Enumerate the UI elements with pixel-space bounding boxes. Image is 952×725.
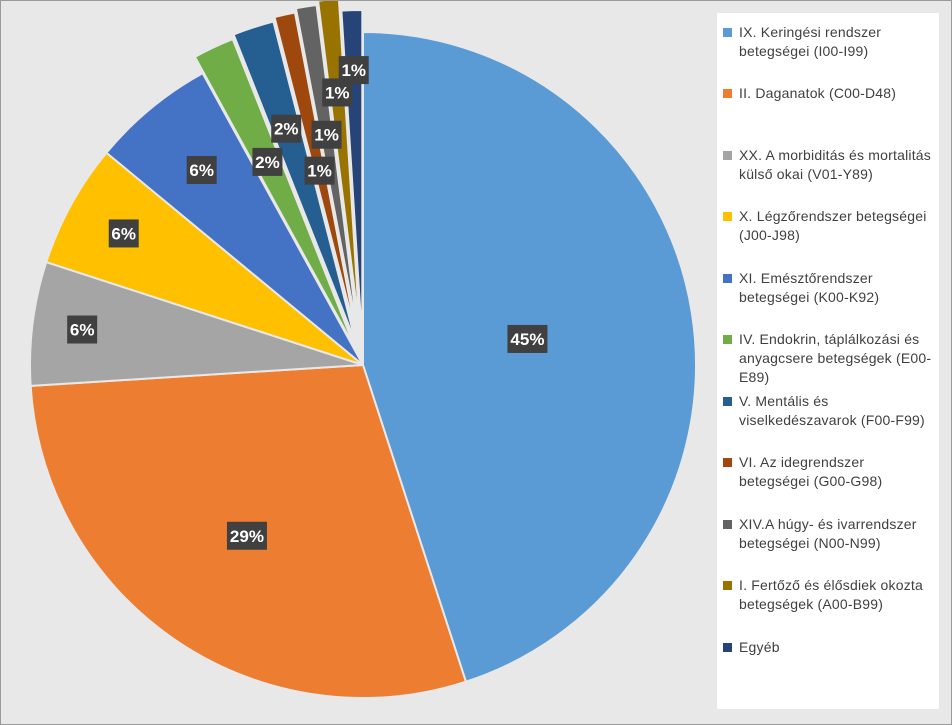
- data-label: 1%: [311, 120, 342, 149]
- legend-swatch: [723, 581, 732, 590]
- legend-item: X. Légzőrendszer betegségei (J00-J98): [723, 207, 937, 245]
- data-label: 6%: [67, 315, 98, 344]
- data-label: 6%: [108, 219, 139, 248]
- legend-item: IX. Keringési rendszer betegségei (I00-I…: [723, 23, 937, 61]
- pie-slice: [232, 20, 358, 345]
- legend-swatch: [723, 274, 732, 283]
- legend-swatch: [723, 151, 732, 160]
- legend-item: Egyéb: [723, 638, 937, 657]
- data-label: 1%: [338, 56, 369, 85]
- data-label: 2%: [252, 147, 283, 176]
- legend-label: IV. Endokrin, táplálkozási és anyagcsere…: [739, 331, 932, 385]
- legend-label: XI. Emésztőrendszer betegségei (K00-K92): [739, 270, 880, 305]
- legend-swatch: [723, 28, 732, 37]
- legend-label: VI. Az idegrendszer betegségei (G00-G98): [739, 454, 883, 489]
- data-label: 2%: [271, 114, 302, 143]
- legend-item: V. Mentális és viselkedészavarok (F00-F9…: [723, 392, 937, 430]
- legend-label: XX. A morbiditás és mortalitás külső oka…: [739, 147, 931, 182]
- svg-text:1%: 1%: [314, 126, 339, 145]
- legend-item: IV. Endokrin, táplálkozási és anyagcsere…: [723, 330, 937, 387]
- svg-text:1%: 1%: [307, 162, 332, 181]
- data-label: 29%: [226, 521, 267, 550]
- legend-swatch: [723, 458, 732, 467]
- legend-label: II. Daganatok (C00-D48): [739, 85, 897, 101]
- legend-item: XI. Emésztőrendszer betegségei (K00-K92): [723, 269, 937, 307]
- legend-label: IX. Keringési rendszer betegségei (I00-I…: [739, 24, 882, 59]
- legend: IX. Keringési rendszer betegségei (I00-I…: [717, 13, 939, 709]
- legend-swatch: [723, 643, 732, 652]
- svg-text:29%: 29%: [230, 527, 264, 546]
- svg-text:6%: 6%: [111, 224, 136, 243]
- pie-slice: [45, 151, 364, 366]
- legend-swatch: [723, 89, 732, 98]
- legend-item: II. Daganatok (C00-D48): [723, 84, 937, 103]
- legend-item: I. Fertőző és élősdiek okozta betegségek…: [723, 576, 937, 614]
- svg-text:2%: 2%: [255, 153, 280, 172]
- legend-label: V. Mentális és viselkedészavarok (F00-F9…: [739, 393, 925, 428]
- legend-label: X. Légzőrendszer betegségei (J00-J98): [739, 208, 927, 243]
- data-label: 6%: [186, 155, 217, 184]
- legend-swatch: [723, 397, 732, 406]
- legend-item: XIV.A húgy- és ivarrendszer betegségei (…: [723, 515, 937, 553]
- legend-swatch: [723, 520, 732, 529]
- svg-text:1%: 1%: [325, 83, 350, 102]
- svg-text:2%: 2%: [274, 120, 299, 139]
- pie-slice: [193, 37, 357, 350]
- data-label: 45%: [507, 324, 548, 353]
- pie-slice: [105, 71, 364, 366]
- legend-swatch: [723, 335, 732, 344]
- svg-text:45%: 45%: [510, 330, 544, 349]
- svg-text:6%: 6%: [189, 161, 214, 180]
- legend-label: Egyéb: [739, 639, 780, 655]
- legend-swatch: [723, 212, 732, 221]
- legend-label: XIV.A húgy- és ivarrendszer betegségei (…: [739, 516, 917, 551]
- legend-item: VI. Az idegrendszer betegségei (G00-G98): [723, 453, 937, 491]
- legend-label: I. Fertőző és élősdiek okozta betegségek…: [739, 577, 923, 612]
- data-label: 1%: [304, 156, 335, 185]
- pie-slice: [362, 30, 697, 683]
- legend-item: XX. A morbiditás és mortalitás külső oka…: [723, 146, 937, 184]
- svg-text:6%: 6%: [70, 321, 95, 340]
- pie-chart: 45% 29% 6% 6% 6% 2% 2% 1% 1% 1% 1%: [29, 1, 697, 699]
- svg-text:1%: 1%: [341, 61, 366, 80]
- pie-slice: [29, 260, 364, 387]
